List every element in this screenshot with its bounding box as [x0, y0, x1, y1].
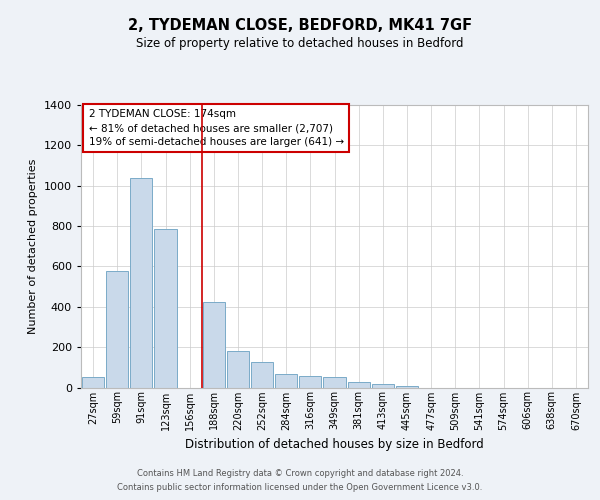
Bar: [227, 351, 249, 388]
Bar: [275, 374, 298, 388]
Bar: [106, 272, 128, 388]
Bar: [299, 376, 322, 388]
Y-axis label: Number of detached properties: Number of detached properties: [28, 158, 38, 334]
Bar: [251, 362, 273, 388]
Text: 2 TYDEMAN CLOSE: 174sqm
← 81% of detached houses are smaller (2,707)
19% of semi: 2 TYDEMAN CLOSE: 174sqm ← 81% of detache…: [89, 109, 344, 147]
Bar: [371, 384, 394, 388]
Bar: [82, 378, 104, 388]
X-axis label: Distribution of detached houses by size in Bedford: Distribution of detached houses by size …: [185, 438, 484, 451]
Text: Contains public sector information licensed under the Open Government Licence v3: Contains public sector information licen…: [118, 484, 482, 492]
Text: Size of property relative to detached houses in Bedford: Size of property relative to detached ho…: [136, 38, 464, 51]
Bar: [323, 378, 346, 388]
Bar: [396, 386, 418, 388]
Bar: [203, 302, 225, 388]
Bar: [347, 382, 370, 388]
Bar: [154, 229, 176, 388]
Text: 2, TYDEMAN CLOSE, BEDFORD, MK41 7GF: 2, TYDEMAN CLOSE, BEDFORD, MK41 7GF: [128, 18, 472, 32]
Bar: [130, 178, 152, 388]
Text: Contains HM Land Registry data © Crown copyright and database right 2024.: Contains HM Land Registry data © Crown c…: [137, 468, 463, 477]
